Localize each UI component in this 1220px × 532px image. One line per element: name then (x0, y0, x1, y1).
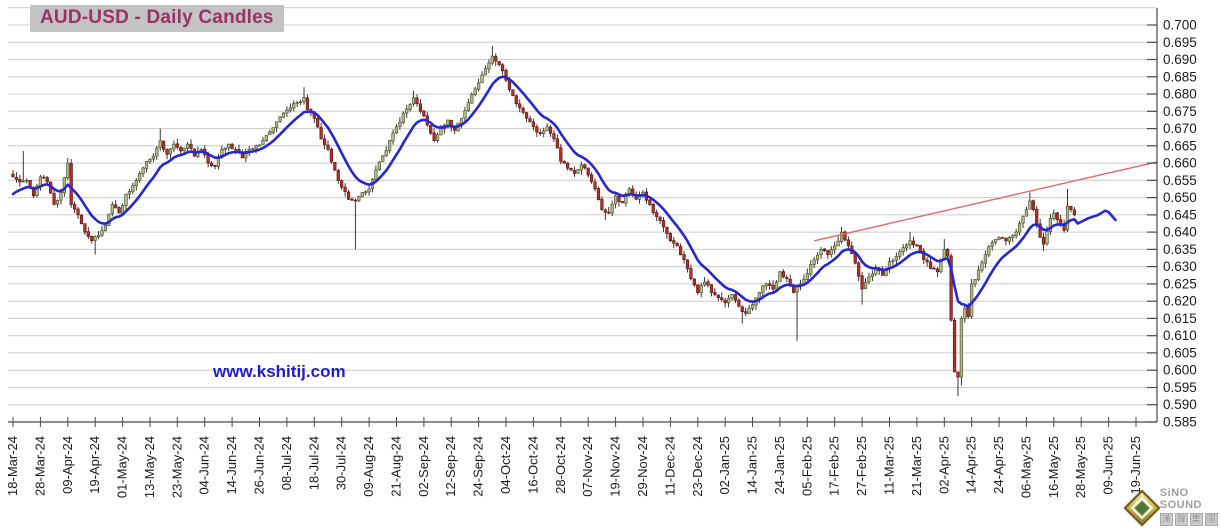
watermark-text: www.kshitij.com (213, 362, 346, 381)
y-tick-label: 0.685 (1163, 69, 1197, 84)
x-tick-label: 04-Jun-24 (197, 436, 212, 495)
y-tick-label: 0.605 (1163, 345, 1197, 360)
x-tick-label: 14-Jan-25 (745, 436, 760, 495)
candles-layer (11, 45, 1076, 397)
x-tick-label: 28-Mar-24 (32, 436, 47, 496)
x-axis: 18-Mar-24 28-Mar-24 09-Apr-24 19-Apr-24 01-M… (5, 417, 1157, 498)
x-tick-label: 23-Dec-24 (690, 436, 705, 497)
x-tick-label: 14-Apr-25 (964, 436, 979, 494)
y-tick-label: 0.615 (1163, 311, 1197, 326)
x-tick-label: 05-Feb-25 (799, 436, 814, 496)
y-tick-label: 0.635 (1163, 242, 1197, 257)
y-tick-label: 0.600 (1163, 363, 1197, 378)
x-tick-label: 02-Sep-24 (416, 436, 431, 497)
x-tick-label: 30-Jul-24 (334, 436, 349, 490)
chart-title: AUD-USD - Daily Candles (30, 5, 284, 32)
x-tick-label: 16-May-25 (1046, 436, 1061, 498)
x-tick-label: 09-Aug-24 (361, 436, 376, 497)
x-tick-label: 26-Jun-24 (252, 436, 267, 495)
x-tick-label: 21-Mar-25 (909, 436, 924, 496)
y-tick-label: 0.700 (1163, 18, 1197, 33)
x-tick-label: 23-May-24 (169, 436, 184, 498)
y-tick-label: 0.585 (1163, 415, 1197, 430)
x-tick-label: 27-Feb-25 (854, 436, 869, 496)
x-tick-label: 19-Jun-25 (1128, 436, 1143, 495)
x-tick-label: 21-Aug-24 (389, 436, 404, 497)
x-tick-label: 24-Jan-25 (772, 436, 787, 495)
y-tick-label: 0.690 (1163, 52, 1197, 67)
y-tick-label: 0.630 (1163, 259, 1197, 274)
x-tick-label: 04-Oct-24 (498, 436, 513, 494)
x-tick-label: 11-Mar-25 (882, 436, 897, 495)
gridlines (8, 7, 1157, 406)
y-tick-label: 0.640 (1163, 225, 1197, 240)
x-tick-label: 07-Nov-24 (580, 436, 595, 497)
x-tick-label: 24-Apr-25 (991, 436, 1006, 494)
y-tick-label: 0.665 (1163, 138, 1197, 153)
y-tick-label: 0.660 (1163, 156, 1197, 171)
y-tick-label: 0.590 (1163, 397, 1197, 412)
moving-average-line (11, 75, 1117, 309)
x-tick-label: 14-Jun-24 (224, 436, 239, 495)
y-tick-label: 0.645 (1163, 207, 1197, 222)
x-tick-label: 17-Feb-25 (827, 436, 842, 496)
diamond-logo-icon (1123, 489, 1161, 526)
y-tick-label: 0.655 (1163, 173, 1197, 188)
resistance-trendline (814, 161, 1157, 242)
x-tick-label: 11-Dec-24 (662, 436, 677, 496)
x-tick-label: 28-May-25 (1073, 436, 1088, 498)
sino-sound-logo: SiNO SOUND 漢 聲 集 團 (1123, 487, 1220, 526)
x-tick-label: 12-Sep-24 (443, 436, 458, 497)
x-tick-label: 13-May-24 (142, 436, 157, 498)
x-tick-label: 02-Apr-25 (936, 436, 951, 494)
y-tick-label: 0.680 (1163, 87, 1197, 102)
y-tick-label: 0.620 (1163, 294, 1197, 309)
x-tick-label: 09-Jun-25 (1101, 436, 1116, 495)
x-tick-label: 24-Sep-24 (471, 436, 486, 497)
y-tick-label: 0.670 (1163, 121, 1197, 136)
x-tick-label: 19-Apr-24 (87, 436, 102, 494)
x-tick-label: 29-Nov-24 (635, 436, 650, 497)
x-tick-label: 06-May-25 (1018, 436, 1033, 498)
x-tick-label: 18-Mar-24 (5, 436, 20, 496)
y-tick-label: 0.675 (1163, 104, 1197, 119)
y-axis: 0.700 0.695 0.690 0.685 0.680 0.675 0.670 0.665… (1147, 8, 1197, 430)
x-tick-label: 16-Oct-24 (525, 436, 540, 494)
x-tick-label: 28-Oct-24 (553, 436, 568, 494)
y-tick-label: 0.595 (1163, 380, 1197, 395)
x-tick-label: 02-Jan-25 (717, 436, 732, 495)
y-tick-label: 0.650 (1163, 190, 1197, 205)
x-tick-label: 18-Jul-24 (306, 436, 321, 490)
brand-name: SiNO SOUND (1159, 487, 1203, 511)
brand-name-chinese: 漢 聲 集 團 (1159, 513, 1218, 526)
y-tick-label: 0.610 (1163, 328, 1197, 343)
x-tick-label: 19-Nov-24 (608, 436, 623, 497)
x-tick-label: 09-Apr-24 (60, 436, 75, 494)
x-tick-label: 01-May-24 (115, 436, 130, 498)
y-tick-label: 0.695 (1163, 35, 1197, 50)
y-tick-label: 0.625 (1163, 276, 1197, 291)
x-tick-label: 08-Jul-24 (279, 436, 294, 490)
